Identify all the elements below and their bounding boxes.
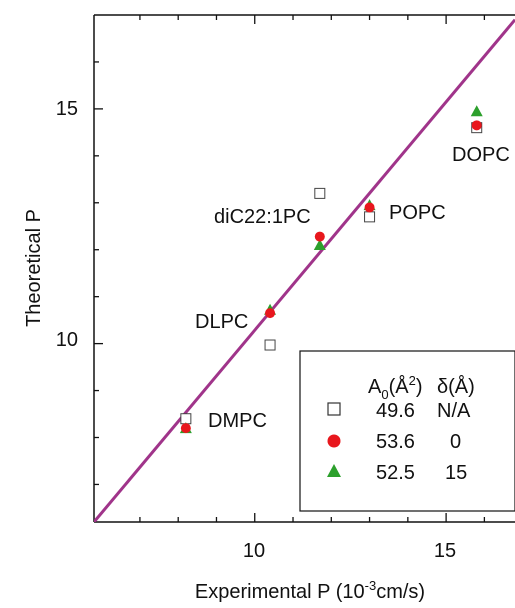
legend-row-2-delta: 15: [445, 462, 467, 484]
x-tick-label-10: 10: [243, 540, 265, 562]
y-tick-label-15: 15: [56, 98, 78, 120]
circle-marker: [364, 202, 375, 213]
label-popc: POPC: [389, 202, 446, 224]
triangle-marker: [313, 239, 326, 251]
square-marker: [314, 187, 326, 199]
circle-marker: [180, 423, 191, 434]
label-dic22: diC22:1PC: [214, 206, 311, 228]
legend-marker-square: [327, 402, 341, 416]
circle-marker: [471, 120, 482, 131]
triangle-marker: [470, 105, 483, 117]
legend-marker-circle: [327, 434, 341, 448]
legend: A0(Å2) δ(Å) 49.6 N/A 53.6 0 52.5 15: [299, 350, 515, 512]
legend-marker-triangle: [327, 464, 341, 477]
label-dopc: DOPC: [452, 144, 510, 166]
circle-marker: [314, 231, 325, 242]
legend-box: [299, 350, 515, 512]
data-markers: [179, 105, 483, 434]
x-tick-label-15: 15: [434, 540, 456, 562]
axis-ticks: [94, 15, 486, 522]
legend-row-0-a0: 49.6: [376, 400, 415, 422]
circle-marker: [265, 308, 276, 319]
legend-header-a0: A0(Å2): [368, 373, 422, 402]
y-axis-title: Theoretical P: [23, 209, 45, 327]
legend-row-1-a0: 53.6: [376, 431, 415, 453]
legend-header-delta: δ(Å): [437, 375, 475, 398]
legend-row-1-delta: 0: [450, 431, 461, 453]
square-marker: [264, 339, 276, 351]
y-tick-label-10: 10: [56, 329, 78, 351]
square-marker: [364, 211, 376, 223]
legend-row-2-a0: 52.5: [376, 462, 415, 484]
fit-line: [94, 18, 515, 522]
x-axis-title: Experimental P (10-3cm/s): [195, 578, 425, 603]
legend-row-0-delta: N/A: [437, 400, 471, 422]
label-dlpc: DLPC: [195, 311, 248, 333]
label-dmpc: DMPC: [208, 410, 267, 432]
